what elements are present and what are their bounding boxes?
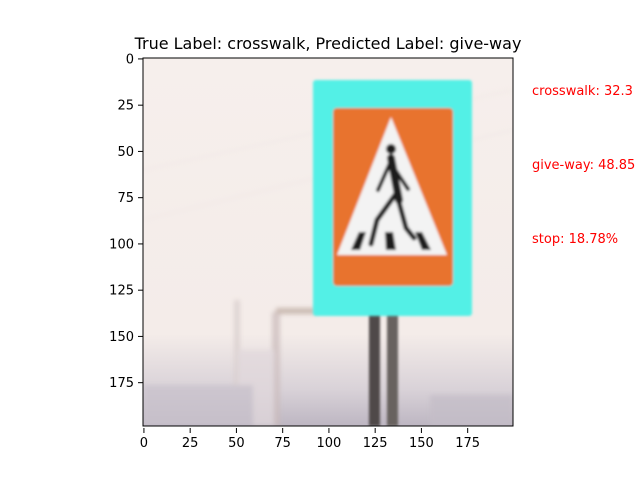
y-tick-label: 175 [109, 376, 134, 391]
x-axis: 0 25 50 75 100 125 150 175 [140, 428, 480, 451]
x-tick-label: 125 [363, 436, 388, 451]
crosswalk-sign [313, 80, 472, 316]
y-tick-label: 50 [117, 145, 134, 160]
pedestrian-figure [368, 144, 417, 247]
y-tick-label: 25 [117, 99, 134, 114]
sign-posts [369, 310, 398, 426]
y-tick-label: 0 [126, 52, 134, 67]
sign-triangle [337, 117, 447, 255]
x-tick-label: 0 [140, 436, 148, 451]
y-tick-label: 125 [109, 284, 134, 299]
annotation-give-way: give-way: 48.85 [532, 158, 635, 173]
y-tick-label: 150 [109, 330, 134, 345]
annotation-stop: stop: 18.78% [532, 232, 618, 247]
x-tick-label: 25 [182, 436, 199, 451]
x-tick-label: 150 [409, 436, 434, 451]
chart-title: True Label: crosswalk, Predicted Label: … [134, 34, 522, 53]
axes-frame [142, 57, 514, 427]
y-tick-label: 100 [109, 237, 134, 252]
image-plot [143, 58, 513, 426]
x-tick-label: 175 [455, 436, 480, 451]
y-axis: 0 25 50 75 100 125 150 175 [109, 52, 143, 391]
x-tick-label: 100 [317, 436, 342, 451]
zebra-stripes [351, 232, 431, 250]
annotation-crosswalk: crosswalk: 32.3 [532, 84, 633, 99]
y-tick-label: 75 [117, 191, 134, 206]
x-tick-label: 50 [228, 436, 245, 451]
x-tick-label: 75 [274, 436, 291, 451]
